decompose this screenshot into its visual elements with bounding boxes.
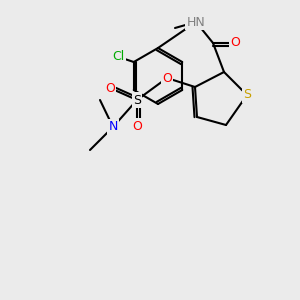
- Text: O: O: [162, 71, 172, 85]
- Text: O: O: [230, 37, 240, 50]
- Text: N: N: [108, 121, 118, 134]
- Text: O: O: [105, 82, 115, 94]
- Text: S: S: [243, 88, 251, 101]
- Text: O: O: [132, 119, 142, 133]
- Text: HN: HN: [187, 16, 206, 28]
- Text: Cl: Cl: [112, 50, 125, 64]
- Text: S: S: [133, 94, 141, 106]
